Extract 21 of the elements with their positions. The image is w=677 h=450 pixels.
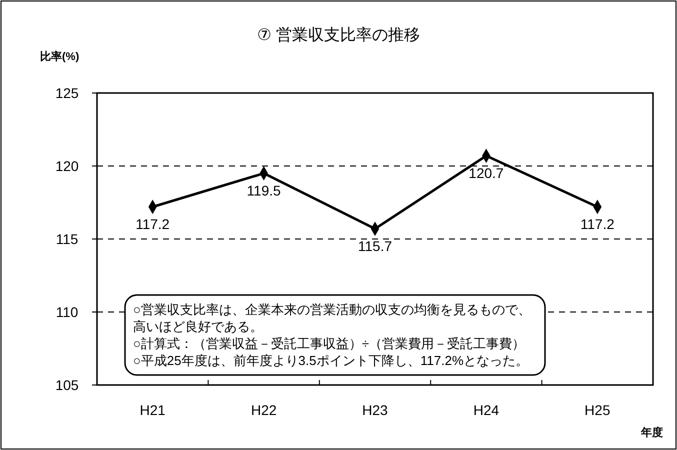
y-tick-label: 125: [55, 85, 79, 101]
y-tick-label: 105: [55, 377, 79, 393]
x-tick-label: H22: [250, 402, 277, 418]
annotation: ○営業収支比率は、企業本来の営業活動の収支の均衡を見るもので、高いほど良好である。: [133, 302, 531, 334]
data-label: 115.7: [358, 238, 392, 254]
y-tick-label: 110: [56, 304, 78, 320]
annotation: ○計算式：（営業収益－受託工事収益）÷（営業費用－受託工事費）: [133, 336, 525, 351]
x-tick-label: H24: [473, 402, 500, 418]
y-tick-label: 120: [55, 158, 79, 174]
data-label: 117.2: [136, 216, 170, 232]
data-label: 117.2: [580, 216, 615, 232]
y-axis-title: 比率(%): [40, 50, 80, 63]
x-axis-title: 年度: [640, 426, 663, 439]
chart-title: ⑦ 営業収支比率の推移: [257, 26, 420, 44]
annotation: ○平成25年度は、前年度より3.5ポイント下降し、117.2%となった。: [133, 353, 529, 368]
x-tick-label: H21: [140, 402, 166, 418]
y-tick-label: 115: [56, 231, 78, 247]
data-label: 119.5: [246, 182, 282, 198]
data-label: 120.7: [468, 164, 504, 181]
x-tick-label: H23: [362, 402, 388, 418]
x-tick-label: H25: [584, 402, 610, 418]
